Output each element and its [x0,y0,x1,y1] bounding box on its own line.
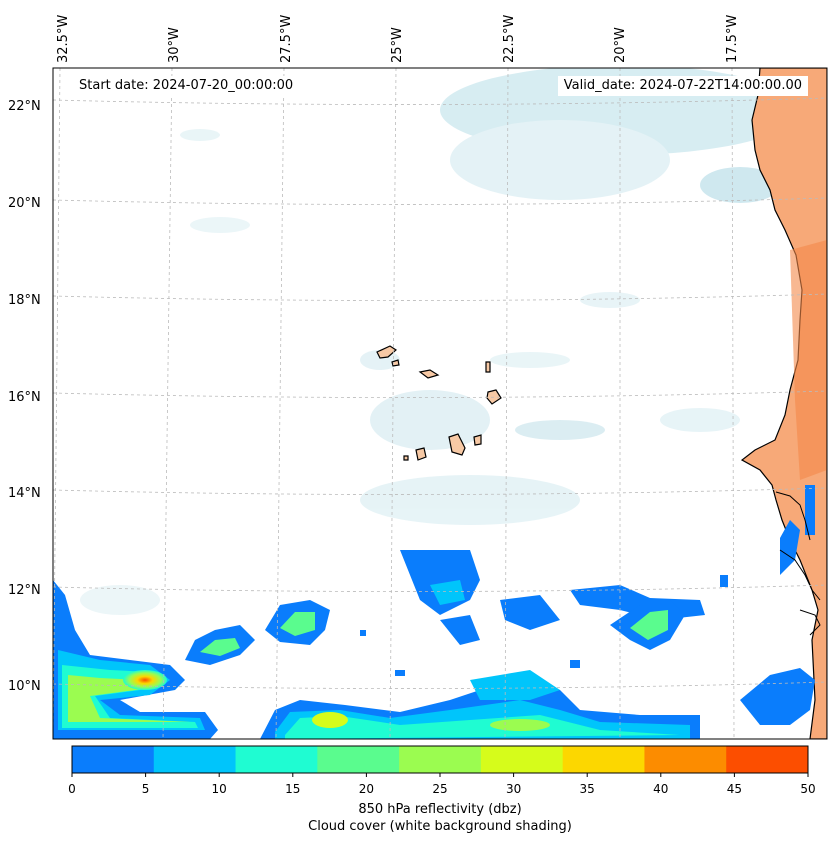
map-frame [52,67,828,740]
colorbar-segment [480,746,564,773]
cloud-cover-shading [80,68,800,615]
valid-date-label: Valid_date: 2024-07-22T14:00:00.00 [557,76,808,96]
lat-label: 22°N [8,99,41,114]
lon-label: 22.5°W [502,15,517,63]
lon-label: 27.5°W [279,15,294,63]
colorbar-tick-label: 35 [579,782,595,796]
lon-label: 30°W [167,27,182,63]
start-date-label: Start date: 2024-07-20_00:00:00 [73,76,300,96]
colorbar [71,745,809,777]
lat-label: 18°N [8,293,41,308]
map-area [53,68,827,739]
lat-label: 20°N [8,196,41,211]
colorbar-tick-label: 25 [432,782,448,796]
colorbar-segment [644,746,727,773]
lat-label: 10°N [8,679,41,694]
reflectivity-contours [53,485,815,739]
colorbar-tick-label: 0 [68,782,76,796]
colorbar-segment [726,746,809,773]
colorbar-tick-label: 5 [141,782,150,796]
colorbar-tick-label: 40 [653,782,669,796]
lon-label: 25°W [390,27,405,63]
colorbar-tick-label: 15 [285,782,301,796]
colorbar-sublabel: Cloud cover (white background shading) [308,819,572,834]
lat-label: 16°N [8,390,41,405]
colorbar-segment [235,746,318,773]
land-inland-shading [790,240,827,480]
colorbar-segment [399,746,482,773]
colorbar-tick-label: 20 [358,782,375,796]
lon-label: 32.5°W [56,15,71,63]
colorbar-segment [153,746,237,773]
lon-label: 20°W [613,27,628,63]
colorbar-segment [72,746,155,773]
colorbar-label: 850 hPa reflectivity (dbz) [358,802,522,817]
cape-verde-islands [376,345,502,461]
colorbar-tick-label: 50 [800,782,816,796]
colorbar-segment [317,746,400,773]
colorbar-segment [562,746,645,773]
colorbar-tick-label: 45 [726,782,743,796]
lon-label: 17.5°W [725,15,740,63]
lat-label: 14°N [8,486,41,501]
coastline-details [775,491,821,636]
graticule [53,68,827,739]
land-africa [740,68,827,739]
latitude-labels: 22°N 20°N 18°N 16°N 14°N 12°N 10°N [8,99,41,694]
lat-label: 12°N [8,583,41,598]
colorbar-tick-label: 30 [505,782,522,796]
longitude-labels: 32.5°W 30°W 27.5°W 25°W 22.5°W 20°W 17.5… [56,15,740,63]
colorbar-tick-label: 10 [211,782,227,796]
